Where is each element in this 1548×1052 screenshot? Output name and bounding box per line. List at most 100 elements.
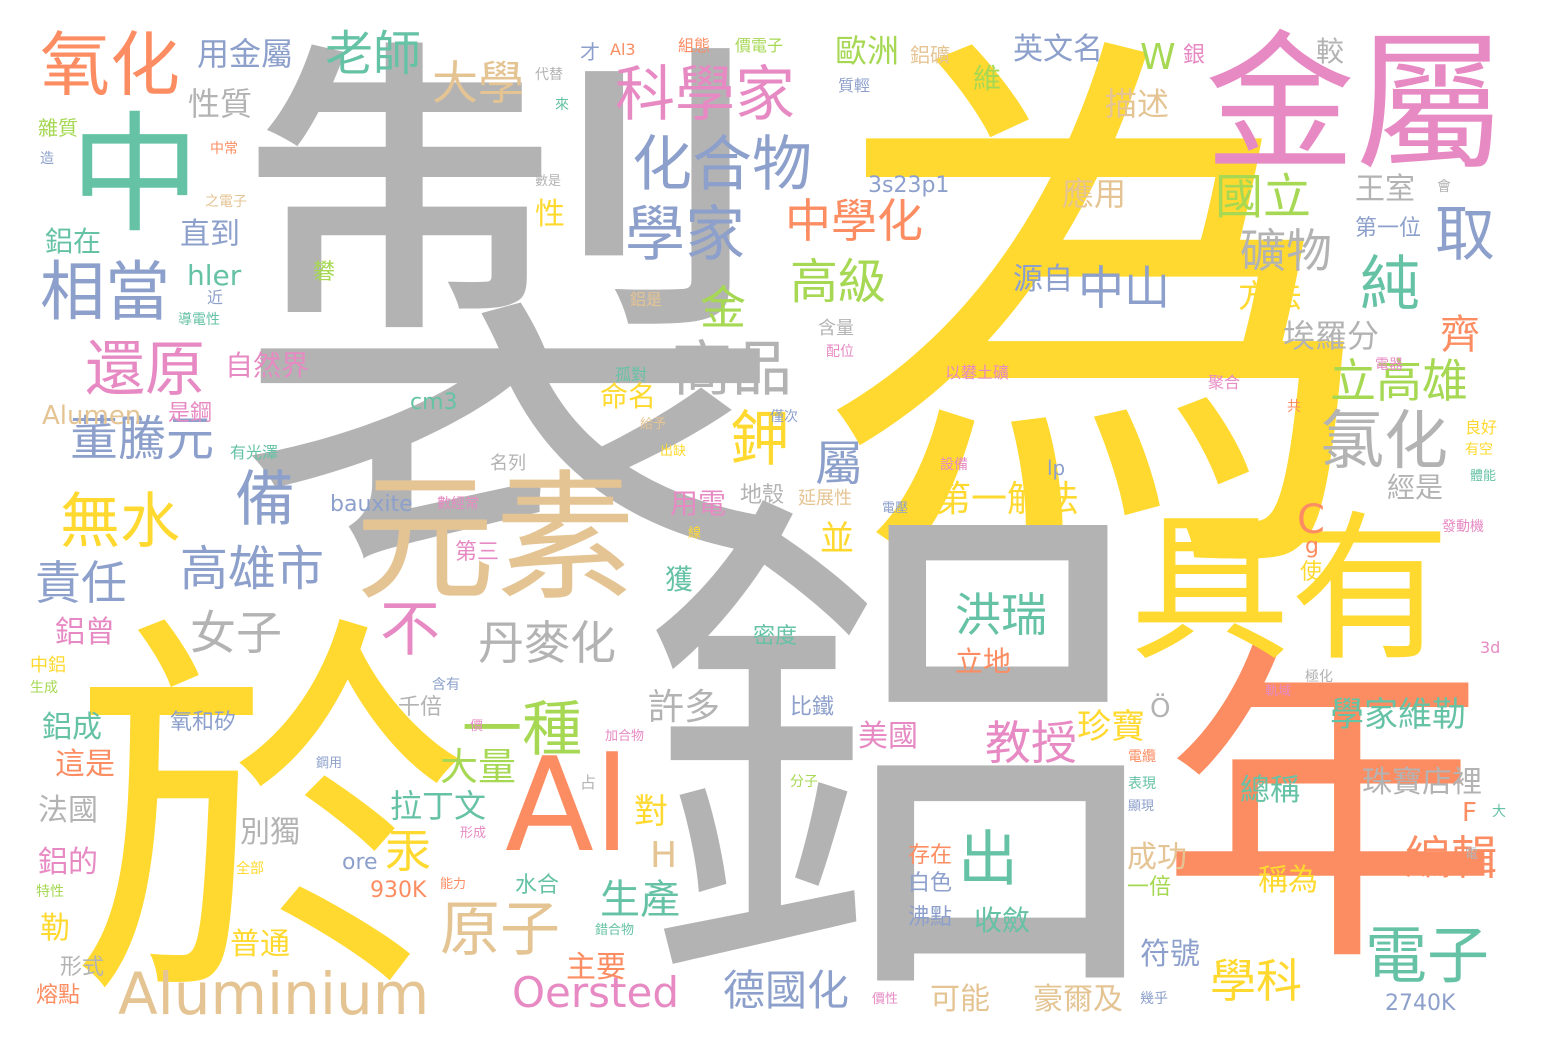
- word: 王室: [1355, 172, 1415, 207]
- word: 歐洲: [835, 32, 900, 70]
- word: 2740K: [1385, 991, 1456, 1016]
- word: 電纜: [1128, 749, 1156, 765]
- word: 含量: [818, 318, 854, 339]
- word: 良好: [1465, 418, 1498, 437]
- word: 德國化: [723, 966, 850, 1015]
- word: 千倍: [398, 695, 443, 720]
- word: 還原: [85, 335, 205, 405]
- word: 配位: [826, 344, 854, 360]
- word: 全部: [236, 861, 264, 877]
- word: 代替: [535, 67, 563, 83]
- word: 才: [580, 40, 600, 64]
- word: 命名: [600, 380, 657, 413]
- word: 中: [70, 99, 201, 251]
- word: 對: [634, 792, 668, 832]
- word: 數經常: [437, 496, 479, 512]
- word: 密度: [753, 624, 798, 649]
- word: 鋁的: [38, 845, 98, 880]
- word: 獲: [665, 563, 694, 596]
- word: 老師: [325, 26, 422, 82]
- word: 氧和矽: [170, 710, 237, 735]
- word: 線: [688, 526, 702, 541]
- word: 會: [1437, 179, 1451, 195]
- word: cm3: [410, 390, 458, 415]
- word: 價: [470, 719, 484, 734]
- word: 形式: [60, 955, 105, 980]
- word: 名列: [490, 453, 526, 474]
- word: 鋁是: [630, 290, 663, 309]
- word: Ö: [1150, 694, 1171, 724]
- word: 表現: [1128, 776, 1156, 792]
- word: 特性: [36, 884, 64, 900]
- word: 能力: [440, 877, 467, 892]
- word: 並: [820, 519, 854, 559]
- word: 大學: [432, 56, 524, 110]
- word: 高級: [790, 254, 887, 310]
- word: 氧化: [40, 24, 180, 106]
- word: 延展性: [798, 488, 852, 509]
- word: 立地: [955, 645, 1012, 678]
- word: 電器: [1375, 357, 1403, 373]
- word: 沸點: [908, 905, 953, 930]
- word: 科學家: [615, 60, 795, 130]
- word: 雜質: [38, 116, 78, 140]
- word: 近: [207, 288, 224, 307]
- word: 無水: [60, 487, 180, 557]
- word: lp: [1047, 456, 1066, 480]
- word: 穩定: [480, 291, 507, 306]
- word: 編輯: [1405, 831, 1497, 885]
- word: 鋁礦: [910, 43, 950, 67]
- word: bauxite: [330, 492, 413, 517]
- word: 學家: [625, 200, 745, 270]
- word: 價性: [872, 992, 899, 1007]
- word: 珠寶店裡: [1362, 765, 1482, 800]
- word: 之電子: [205, 194, 247, 210]
- word: 可能: [930, 982, 990, 1017]
- word: 生成: [30, 680, 58, 696]
- word: 組態: [678, 36, 711, 55]
- word: 存在: [908, 843, 953, 868]
- word: 數是: [535, 174, 562, 189]
- word: 氯化: [1320, 405, 1448, 479]
- word: 維: [973, 62, 1002, 95]
- word: Alumen: [42, 401, 142, 431]
- word: 3d: [1480, 638, 1501, 657]
- word: 發動機: [1442, 519, 1484, 535]
- word: 直到: [180, 217, 240, 252]
- word: 3s23p1: [868, 173, 950, 198]
- word: 齊: [1440, 312, 1480, 358]
- word: W: [1140, 37, 1176, 78]
- word: 是鋼: [168, 401, 213, 426]
- word: 來: [555, 97, 569, 113]
- word: 珍寶: [1077, 707, 1145, 747]
- word: 有光澤: [230, 443, 279, 462]
- word: 電: [1465, 847, 1479, 862]
- word: 加合物: [605, 729, 645, 744]
- word: F: [1462, 798, 1477, 828]
- word: Al: [505, 729, 631, 881]
- word: 給予: [640, 417, 667, 432]
- word: 取: [1435, 200, 1495, 270]
- word: 比鐵: [790, 695, 835, 720]
- word: 學家維勒: [1330, 695, 1466, 735]
- word: 高雄市: [180, 541, 325, 597]
- word: 總稱: [1240, 773, 1300, 808]
- word: 聚合: [1208, 373, 1241, 392]
- word: 收斂: [974, 904, 1031, 937]
- word: 鉀: [730, 405, 790, 475]
- word: 中學化: [785, 194, 923, 248]
- word: 熔點: [36, 983, 81, 1008]
- word: 出缺: [660, 444, 687, 459]
- word: H: [650, 835, 678, 876]
- word: 於: [70, 587, 470, 1052]
- word: 導電性: [178, 312, 220, 328]
- word: 經是: [1387, 471, 1444, 504]
- word: 較: [1316, 35, 1345, 68]
- word: 描述: [1105, 85, 1170, 123]
- word: 埃羅分: [1283, 317, 1380, 355]
- word: 礬: [313, 260, 336, 285]
- word: 屬: [815, 436, 864, 492]
- word: 鋁在: [45, 225, 102, 258]
- word: 分子: [790, 774, 818, 790]
